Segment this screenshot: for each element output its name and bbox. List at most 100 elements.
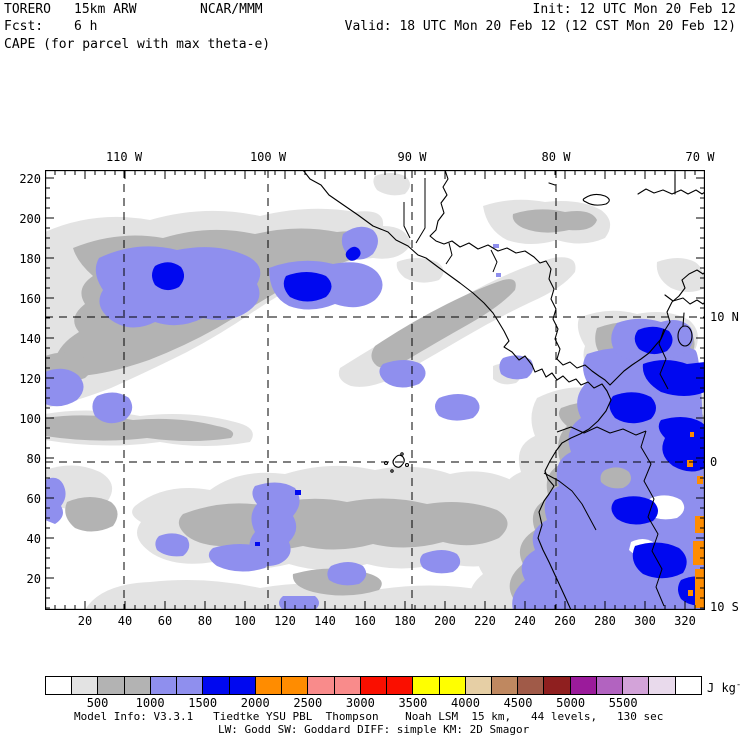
borders-layer: [403, 178, 669, 607]
lon-label: 70 W: [685, 150, 715, 164]
fcst-label: Fcst:: [4, 19, 44, 34]
colorbar-cell: [622, 677, 649, 694]
lon-label: 80 W: [541, 150, 571, 164]
cayman-island: [548, 182, 556, 186]
colorbar-cell: [359, 677, 387, 694]
colorbar-tick-label: 500: [86, 696, 109, 710]
latlon-gridlines: [45, 170, 705, 610]
colorbar-tick-label: 5000: [556, 696, 586, 710]
colorbar-cell: [333, 677, 360, 694]
gridpoint-y-label: 220: [19, 172, 41, 186]
gridpoint-x-label: 280: [594, 614, 616, 628]
colorbar-tick-label: 4500: [503, 696, 533, 710]
model-resolution: 15km ARW: [74, 2, 137, 17]
maracaibo-channel: [682, 312, 685, 327]
colorbar-cell: [46, 677, 72, 694]
lake-maracaibo: [677, 325, 693, 347]
galapagos-isabela: [392, 454, 405, 468]
colorbar-cell: [202, 677, 229, 694]
model-id: TORERO: [4, 2, 51, 17]
guajira-hook: [664, 294, 705, 305]
colorbar-cell: [595, 677, 623, 694]
gridpoint-x-label: 180: [394, 614, 416, 628]
gridpoint-x-label: 40: [117, 614, 133, 628]
lon-label: 90 W: [397, 150, 427, 164]
lon-label: 110 W: [105, 150, 143, 164]
lon-label: 100 W: [249, 150, 287, 164]
colorbar-cell: [386, 677, 413, 694]
gridpoint-y-label: 200: [19, 212, 41, 226]
lat-label: 10 S: [710, 600, 739, 614]
cape-colorbar: [45, 676, 702, 695]
coastlines-layer: [302, 170, 705, 610]
model-info-line2: LW: Godd SW: Goddard DIFF: simple KM: 2D…: [218, 723, 530, 736]
gridpoint-x-label: 240: [514, 614, 536, 628]
gridpoint-x-label: 100: [234, 614, 256, 628]
colorbar-cell: [176, 677, 203, 694]
gridpoint-x-label: 120: [274, 614, 296, 628]
colorbar-cell: [438, 677, 465, 694]
colorbar-tick-label: 2000: [240, 696, 270, 710]
gridpoint-x-label: 60: [157, 614, 173, 628]
gridpoint-y-label: 80: [26, 452, 41, 466]
gridpoint-x-label: 200: [434, 614, 456, 628]
colorbar-cell: [517, 677, 544, 694]
colorbar-cell: [228, 677, 255, 694]
gridpoint-x-label: 80: [197, 614, 213, 628]
cape-map-plot: [45, 170, 705, 610]
gridpoint-x-label: 320: [674, 614, 696, 628]
fcst-hour: 6 h: [74, 19, 98, 34]
jamaica-island: [582, 193, 610, 206]
colorbar-tick-label: 2500: [293, 696, 323, 710]
hispaniola-coast: [637, 188, 705, 195]
gridpoint-x-label: 140: [314, 614, 336, 628]
caribbean-coast: [429, 170, 705, 386]
pacific-coast: [302, 170, 612, 610]
colorbar-cell: [281, 677, 308, 694]
colorbar-cell: [97, 677, 124, 694]
colorbar-tick-label: 4000: [451, 696, 480, 710]
init-time: Init: 12 UTC Mon 20 Feb 12: [532, 2, 737, 17]
gridpoint-x-label: 160: [354, 614, 376, 628]
galapagos-islet: [404, 462, 410, 468]
colorbar-cell: [464, 677, 491, 694]
colorbar-tick-label: 3500: [398, 696, 428, 710]
gridpoint-y-label: 160: [19, 292, 41, 306]
gridpoint-y-label: 120: [19, 372, 41, 386]
lat-label: 10 N: [710, 310, 739, 324]
gridpoint-x-label: 260: [554, 614, 576, 628]
cape-map-svg: [45, 170, 705, 610]
gridpoint-y-label: 100: [19, 412, 41, 426]
colorbar-cell: [490, 677, 518, 694]
lat-label: 0: [710, 455, 718, 469]
model-info-line1: Model Info: V3.3.1 Tiedtke YSU PBL Thomp…: [74, 710, 664, 723]
colorbar-cell: [123, 677, 150, 694]
valid-time: Valid: 18 UTC Mon 20 Feb 12 (12 CST Mon …: [344, 19, 736, 34]
colorbar-cell: [543, 677, 570, 694]
gridpoint-y-label: 140: [19, 332, 41, 346]
galapagos-islet: [400, 452, 404, 456]
gridpoint-x-label: 300: [634, 614, 656, 628]
variable-title: CAPE (for parcel with max theta-e): [4, 37, 271, 52]
colorbar-cell: [648, 677, 675, 694]
colorbar-cell: [71, 677, 98, 694]
colorbar-cell: [307, 677, 334, 694]
colorbar-unit: J kg-1: [707, 680, 740, 695]
galapagos-islet: [390, 469, 394, 473]
colorbar-tick-label: 1500: [188, 696, 218, 710]
colorbar-cell: [674, 677, 701, 694]
colorbar-cell: [412, 677, 439, 694]
colorbar-tick-label: 3000: [345, 696, 375, 710]
plot-frame: [45, 170, 705, 610]
cape-shading-1500: [152, 246, 705, 606]
gridpoint-y-label: 40: [26, 532, 41, 546]
colorbar-cell: [569, 677, 596, 694]
colorbar-cell: [149, 677, 177, 694]
gridpoint-y-label: 60: [26, 492, 41, 506]
gridpoint-y-label: 180: [19, 252, 41, 266]
gridpoint-x-label: 220: [474, 614, 496, 628]
model-center: NCAR/MMM: [200, 2, 263, 17]
colorbar-tick-label: 5500: [608, 696, 638, 710]
gridpoint-x-label: 20: [77, 614, 93, 628]
